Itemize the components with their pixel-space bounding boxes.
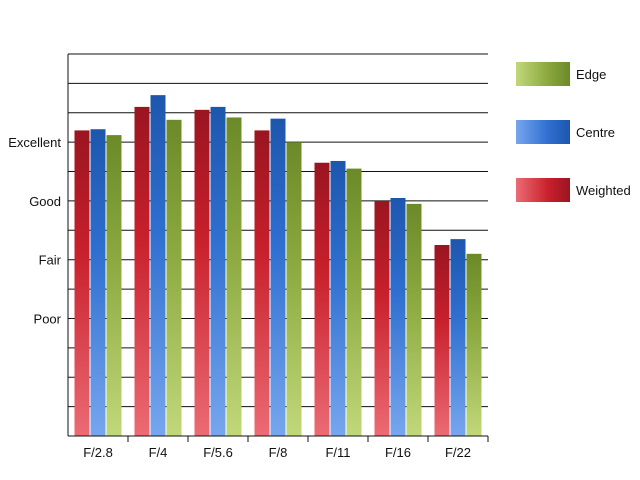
bar-edge-f-16 [406,203,422,436]
axes [67,54,489,442]
bar-centre-f-2-8 [90,129,106,436]
bar-edge-f-11 [346,168,362,436]
x-tick-label: F/2.8 [83,445,113,460]
bar-edge-f-2-8 [106,135,122,436]
bar-edge-f-4 [166,119,182,437]
y-tick-label: Fair [39,253,62,268]
x-tick-label: F/11 [325,445,350,460]
legend-swatch-centre [516,120,570,144]
bar-weighted-f-4 [134,106,150,437]
bar-weighted-f-8 [254,130,270,436]
bar-weighted-f-5-6 [194,109,210,436]
legend-swatch-edge [516,62,570,86]
bar-centre-f-22 [450,239,466,436]
bar-edge-f-5-6 [226,117,242,437]
bar-weighted-f-22 [434,245,450,436]
bar-centre-f-4 [150,95,166,436]
y-tick-label: Excellent [8,135,61,150]
x-tick-label: F/5.6 [203,445,233,460]
x-tick-label: F/16 [385,445,411,460]
legend-label-centre: Centre [576,125,615,140]
bar-centre-f-11 [330,160,346,436]
x-tick-labels: F/2.8 F/4 F/5.6 F/8 F/11 F/16 F/22 [83,445,471,460]
legend-label-weighted: Weighted [576,183,631,198]
legend-swatch-weighted [516,178,570,202]
y-tick-label: Poor [34,311,62,326]
bar-centre-f-5-6 [210,106,226,437]
bar-centre-f-16 [390,197,406,436]
bar-centre-f-8 [270,118,286,437]
y-tick-label: Good [29,194,61,209]
bar-weighted-f-2-8 [74,130,90,436]
x-tick-label: F/8 [269,445,288,460]
bar-weighted-f-16 [374,200,390,436]
bar-weighted-f-11 [314,162,330,436]
legend-label-edge: Edge [576,67,606,82]
bars [74,95,482,437]
y-tick-labels: Poor Fair Good Excellent [8,135,61,326]
bar-edge-f-22 [466,253,482,436]
x-tick-label: F/22 [445,445,471,460]
x-tick-label: F/4 [149,445,168,460]
legend: Edge Centre Weighted [516,62,631,202]
bar-edge-f-8 [286,142,302,436]
